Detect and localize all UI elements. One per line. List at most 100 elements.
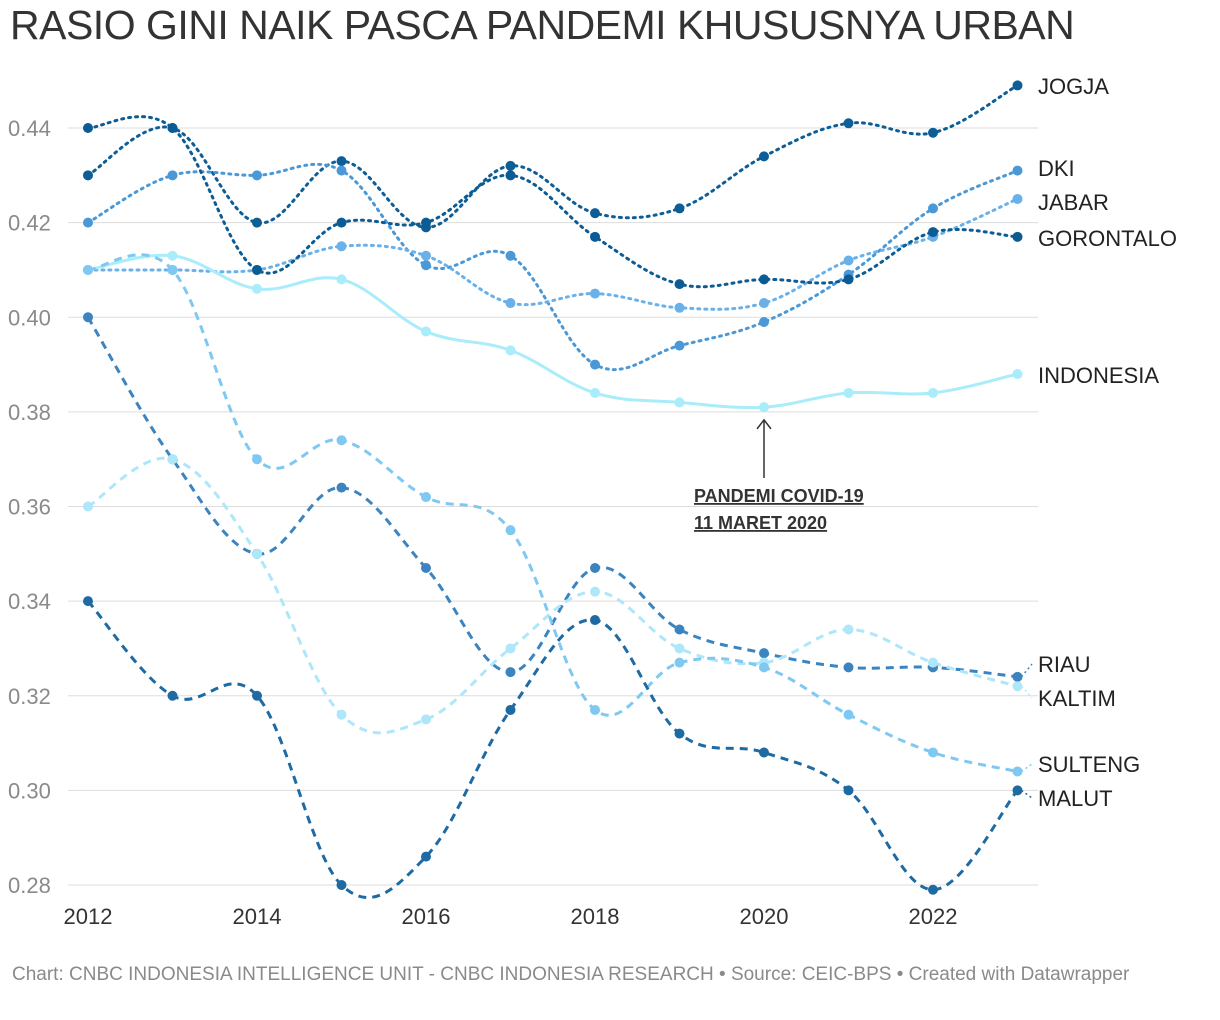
- x-tick-label: 2014: [233, 904, 282, 929]
- data-point-riau: [505, 667, 516, 678]
- label-connector: [1021, 789, 1033, 799]
- data-point-gorontalo: [1012, 231, 1023, 242]
- y-tick-label: 0.42: [8, 211, 51, 236]
- data-point-gorontalo: [759, 274, 769, 285]
- data-point-jogja: [843, 118, 854, 129]
- data-point-malut: [590, 615, 600, 626]
- series-line-jabar: [86, 197, 1019, 311]
- data-point-sulteng: [590, 704, 600, 715]
- data-point-kaltim: [167, 454, 178, 465]
- series-label-riau: RIAU: [1038, 652, 1091, 677]
- data-point-jabar: [759, 298, 769, 309]
- series-points: [83, 80, 1023, 895]
- y-tick-label: 0.38: [8, 400, 51, 425]
- series-line-malut: [86, 600, 1019, 899]
- data-point-gorontalo: [421, 217, 431, 228]
- data-point-kaltim: [252, 548, 262, 559]
- y-tick-label: 0.28: [8, 873, 51, 898]
- data-point-jogja: [252, 217, 262, 228]
- series-labels: JOGJA DKI JABAR GORONTALO INDONESIA RIAU KALTI…: [1038, 74, 1177, 811]
- data-point-malut: [83, 596, 93, 607]
- data-point-riau: [1012, 671, 1023, 682]
- data-point-malut: [843, 785, 854, 796]
- data-point-malut: [674, 728, 685, 739]
- data-point-riau: [421, 563, 431, 574]
- data-point-dki: [674, 340, 685, 351]
- data-point-kaltim: [505, 643, 516, 654]
- data-point-dki: [421, 260, 431, 271]
- x-tick-label: 2022: [909, 904, 958, 929]
- y-tick-label: 0.36: [8, 495, 51, 520]
- series-line-sulteng: [87, 253, 1018, 773]
- data-point-indonesia: [759, 402, 769, 413]
- data-point-jabar: [421, 250, 431, 261]
- data-point-dki: [252, 170, 262, 181]
- data-point-indonesia: [336, 274, 347, 285]
- data-point-sulteng: [167, 264, 178, 275]
- data-point-jabar: [336, 241, 347, 252]
- data-point-riau: [83, 312, 93, 323]
- series-label-dki: DKI: [1038, 156, 1075, 181]
- data-point-malut: [336, 880, 347, 890]
- series-line-kaltim: [87, 456, 1018, 735]
- data-point-indonesia: [928, 387, 938, 398]
- data-point-gorontalo: [167, 123, 178, 133]
- data-point-malut: [421, 851, 431, 862]
- data-point-jogja: [83, 170, 93, 181]
- data-point-dki: [590, 359, 600, 370]
- data-point-sulteng: [421, 492, 431, 503]
- data-point-kaltim: [336, 709, 347, 720]
- data-point-indonesia: [505, 345, 516, 356]
- x-axis-ticks: 2012 2014 2016 2018 2020 2022: [64, 904, 958, 929]
- annotation-arrowhead: [756, 418, 772, 430]
- data-point-kaltim: [421, 714, 431, 725]
- y-tick-label: 0.44: [8, 116, 51, 141]
- data-point-gorontalo: [336, 217, 347, 228]
- series-label-indonesia: INDONESIA: [1038, 363, 1159, 388]
- data-point-sulteng: [1012, 766, 1023, 777]
- data-point-sulteng: [759, 662, 769, 673]
- data-point-jabar: [1012, 193, 1023, 204]
- x-tick-label: 2018: [571, 904, 620, 929]
- data-point-sulteng: [252, 454, 262, 465]
- data-point-sulteng: [843, 709, 854, 720]
- data-point-dki: [505, 250, 516, 261]
- data-point-malut: [928, 884, 938, 895]
- data-point-jogja: [336, 156, 347, 167]
- series-label-malut: MALUT: [1038, 786, 1113, 811]
- data-point-jabar: [505, 298, 516, 309]
- data-point-indonesia: [421, 326, 431, 337]
- x-tick-label: 2020: [740, 904, 789, 929]
- annotation-line-2: 11 MARET 2020: [694, 513, 827, 533]
- data-point-dki: [928, 203, 938, 214]
- data-point-indonesia: [590, 387, 600, 398]
- data-point-sulteng: [83, 264, 93, 275]
- data-point-gorontalo: [674, 279, 685, 290]
- data-point-indonesia: [167, 250, 178, 261]
- data-point-gorontalo: [505, 170, 516, 181]
- data-point-indonesia: [1012, 369, 1023, 380]
- data-point-riau: [336, 482, 347, 493]
- data-point-kaltim: [843, 624, 854, 635]
- data-point-riau: [759, 648, 769, 659]
- data-point-sulteng: [336, 435, 347, 446]
- series-line-indonesia: [87, 253, 1018, 410]
- data-point-kaltim: [1012, 681, 1023, 692]
- data-point-jogja: [674, 203, 685, 214]
- data-point-malut: [252, 690, 262, 701]
- label-connector: [1021, 763, 1033, 773]
- data-point-kaltim: [590, 586, 600, 597]
- data-point-sulteng: [505, 525, 516, 536]
- data-point-riau: [590, 563, 600, 574]
- data-point-gorontalo: [590, 231, 600, 242]
- data-point-dki: [336, 165, 347, 176]
- y-axis-ticks: 0.28 0.30 0.32 0.34 0.36 0.38 0.40 0.42 0.44: [8, 116, 51, 898]
- y-tick-label: 0.32: [8, 684, 51, 709]
- data-point-gorontalo: [928, 227, 938, 238]
- series-label-jabar: JABAR: [1038, 190, 1109, 215]
- y-tick-label: 0.30: [8, 778, 51, 803]
- chart-footer: Chart: CNBC INDONESIA INTELLIGENCE UNIT …: [12, 964, 1130, 985]
- data-point-kaltim: [83, 501, 93, 512]
- data-point-riau: [674, 624, 685, 635]
